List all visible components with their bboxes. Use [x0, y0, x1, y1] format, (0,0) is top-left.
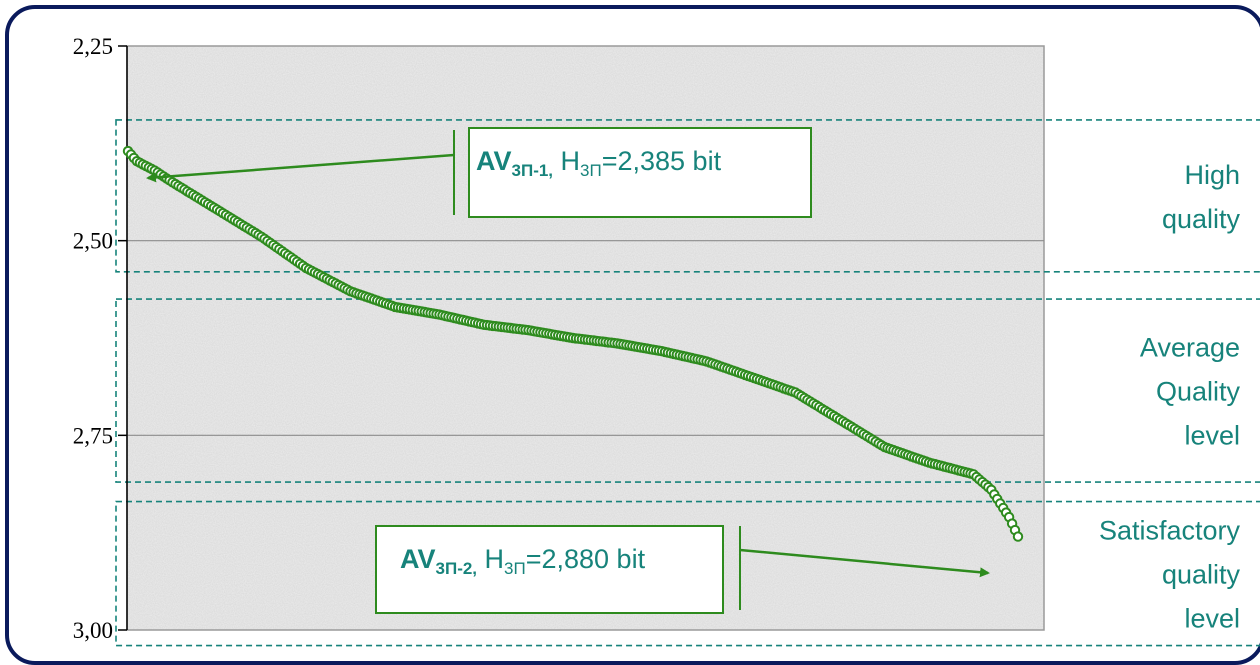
annotation-label-part: AV	[476, 146, 512, 176]
data-point	[1012, 531, 1024, 542]
annotation-label-part: 3П	[504, 559, 526, 578]
zone-label: Quality	[1156, 377, 1241, 407]
annotation-label-part: 3П	[580, 161, 602, 180]
annotation-label-part: =2,880 bit	[526, 544, 646, 574]
annotation-arrow	[146, 153, 455, 183]
zone-label: Satisfactory	[1099, 516, 1241, 546]
data-points	[122, 145, 1024, 542]
y-tick-label: 3,00	[73, 618, 113, 643]
annotation-label-part: H	[553, 146, 580, 176]
annotation-label: AV3П-1, H3П=2,385 bit	[476, 146, 722, 180]
quality-zone-box	[115, 119, 1260, 273]
quality-zones: High quality Average Quality level Satisfacto…	[115, 119, 1260, 647]
quality-zone-box	[115, 500, 1260, 647]
annotation-label-part: 3П-2,	[436, 559, 478, 578]
annotation-label-part: H	[477, 544, 504, 574]
annotation-box	[468, 127, 812, 218]
annotation-arrow	[739, 548, 990, 578]
zone-label: quality	[1162, 204, 1241, 234]
annotation-box	[375, 525, 724, 614]
annotation-label-part: 3П-1,	[512, 161, 554, 180]
zone-label: High	[1184, 160, 1240, 190]
zone-label: level	[1184, 421, 1240, 451]
quality-zone-box	[115, 298, 1260, 483]
zone-label: level	[1184, 604, 1240, 634]
annotation-label-part: =2,385 bit	[602, 146, 722, 176]
y-tick-label: 2,50	[73, 229, 113, 254]
y-tick-label: 2,75	[73, 423, 113, 448]
annotation-label-part: AV	[400, 544, 436, 574]
y-axis: 2,25 2,50 2,75 3,00	[73, 34, 128, 643]
grid-lines	[127, 240, 1044, 436]
y-tick-label: 2,25	[73, 34, 113, 59]
annotation-label: AV3П-2, H3П=2,880 bit	[400, 544, 646, 578]
zone-label: quality	[1162, 560, 1241, 590]
zone-label: Average	[1140, 333, 1240, 363]
